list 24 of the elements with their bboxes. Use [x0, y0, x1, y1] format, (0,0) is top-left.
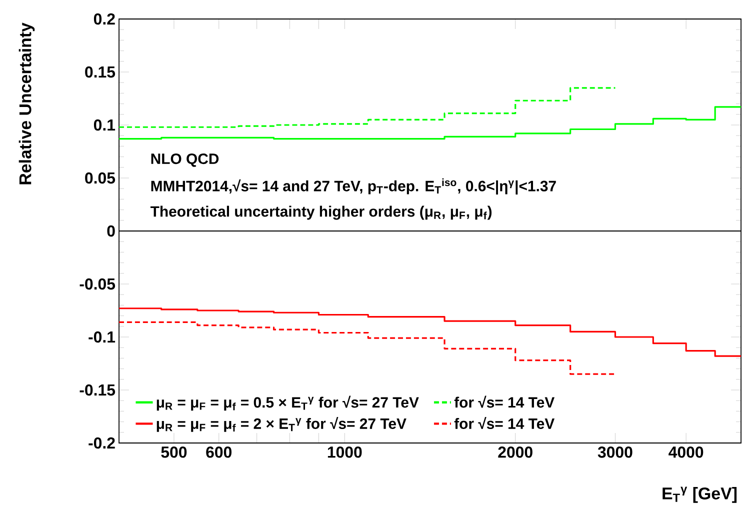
y-tick-label: 0.1	[94, 119, 116, 131]
y-axis-title: Relative Uncertainty	[18, 22, 35, 184]
y-tick-label: 0.15	[85, 66, 116, 78]
y-tick-label: 0.05	[85, 172, 116, 184]
x-tick-label: 1000	[328, 446, 362, 458]
text: μ$_{R}$ = μ$_{F}$ = μ$_{f}$ = 0.5 × E$_{T}$$^{γ}$ for √s= 27 TeV	[156, 396, 419, 411]
y-tick-label: -0.2	[88, 437, 115, 449]
x-tick-label: 3000	[598, 446, 632, 458]
legend-label: for √s= 14 TeV	[454, 396, 555, 408]
x-tick-label: 4000	[668, 446, 704, 458]
x-tick-label: 600	[206, 446, 232, 458]
y-tick-label: -0.1	[88, 331, 116, 343]
y-tick-label: -0.05	[80, 278, 116, 290]
annotation: MMHT2014,√s= 14 and 27 TeV, p$_{T}$-dep. E$_{T}$$^{iso}$, 0.6<|η$^{γ}$|<1.37	[151, 178, 556, 195]
x-tick-label: 500	[161, 446, 187, 458]
x-tick-label: 2000	[498, 446, 532, 458]
x-axis-title: E$_{T}$$^{γ}$ [GeV]	[662, 486, 737, 503]
legend-label: for √s= 14 TeV	[454, 417, 555, 430]
text: μ$_{R}$ = μ$_{F}$ = μ$_{f}$ = 2 × E$_{T}$$^{γ}$ for √s= 27 TeV	[156, 417, 406, 432]
annotation: Theoretical uncertainty higher orders (μ$_{R}$, μ$_{F}$, μ$_{f}$)	[150, 206, 492, 220]
y-tick-label: -0.15	[80, 384, 116, 396]
y-tick-label: 0.2	[94, 13, 115, 25]
annotation: NLO QCD	[151, 153, 219, 167]
y-tick-label: 0	[107, 225, 115, 237]
